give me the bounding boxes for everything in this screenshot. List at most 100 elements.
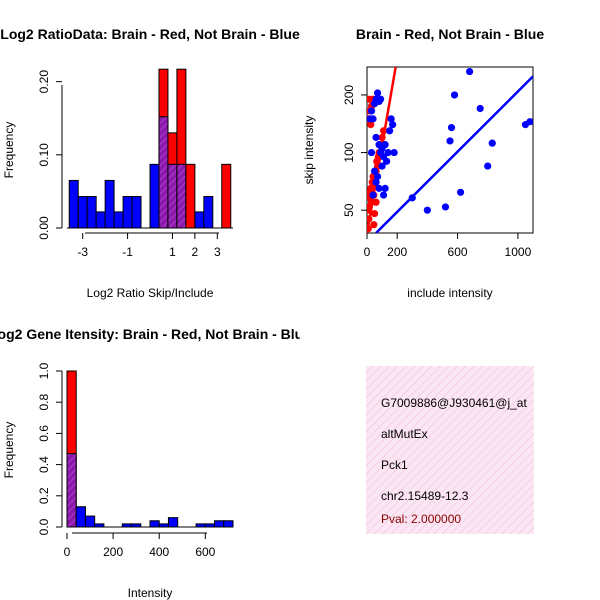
scatter-point-brain xyxy=(370,221,378,229)
gene-intensity-histogram-y-tick-label: 0.4 xyxy=(37,456,51,473)
ratio-histogram-bar xyxy=(86,196,97,229)
ratio-histogram-bar xyxy=(95,211,106,229)
scatter-point-not-brain xyxy=(369,191,377,199)
gene-intensity-histogram-overlap-bar xyxy=(66,453,77,528)
scatter-point-not-brain xyxy=(484,162,492,170)
ratio-histogram-x-tick-label: -1 xyxy=(122,245,133,259)
intensity-scatter-ylabel: skip intensity xyxy=(302,116,316,185)
gene-intensity-histogram-x-tick-label: 0 xyxy=(64,545,71,559)
scatter-point-not-brain xyxy=(476,104,484,113)
scatter-point-not-brain xyxy=(456,188,465,196)
intensity-scatter-x-tick-label: 1000 xyxy=(505,245,532,259)
gene-intensity-histogram-y-tick-label: 1.0 xyxy=(37,362,51,379)
intensity-scatter-title: Brain - Red, Not Brain - Blue xyxy=(356,26,544,42)
gene-intensity-histogram-bar xyxy=(75,506,86,528)
scatter-point-not-brain xyxy=(372,178,380,186)
scatter-point-not-brain xyxy=(375,184,383,192)
ratio-histogram-title: Log2 RatioData: Brain - Red, Not Brain -… xyxy=(0,26,300,42)
info-probe-id: G7009886@J930461@j_at xyxy=(381,396,527,410)
info-panel: G7009886@J930461@j_at altMutEx Pck1 chr2… xyxy=(366,366,534,534)
ratio-histogram-y-tick-label: 0.00 xyxy=(37,216,51,240)
gene-intensity-histogram-y-tick-label: 0.0 xyxy=(37,518,51,535)
ratio-histogram-y-tick-label: 0.20 xyxy=(37,70,51,94)
scatter-point-not-brain xyxy=(526,118,533,126)
scatter-point-not-brain xyxy=(369,115,377,123)
scatter-point-not-brain xyxy=(450,91,459,99)
gene-intensity-histogram-x-tick-label: 400 xyxy=(149,545,169,559)
info-chromosome: chr2.15489-12.3 xyxy=(381,489,469,503)
scatter-point-not-brain xyxy=(389,121,397,129)
scatter-point-not-brain xyxy=(370,167,379,175)
gene-intensity-histogram-y-tick-label: 0.8 xyxy=(37,394,51,411)
ratio-histogram-bar xyxy=(203,196,214,229)
gene-intensity-histogram-x-tick-label: 200 xyxy=(103,545,123,559)
scatter-point-not-brain xyxy=(390,148,398,157)
gene-intensity-histogram-bar xyxy=(214,520,225,528)
gene-intensity-histogram-xlabel: Intensity xyxy=(128,586,173,600)
ratio-histogram-bar xyxy=(221,163,232,229)
intensity-scatter-x-tick-label: 200 xyxy=(387,245,407,259)
ratio-histogram-bar xyxy=(77,196,88,229)
scatter-point-not-brain xyxy=(384,148,392,157)
info-event-type: altMutEx xyxy=(381,427,428,441)
scatter-point-not-brain xyxy=(380,191,388,199)
scatter-point-not-brain xyxy=(488,139,496,147)
scatter-point-not-brain xyxy=(372,133,380,142)
ratio-histogram-x-tick-label: 2 xyxy=(192,245,199,259)
scatter-point-brain xyxy=(367,95,373,103)
scatter-point-not-brain xyxy=(367,107,376,115)
scatter-point-not-brain xyxy=(367,148,376,157)
intensity-scatter-y-tick-label: 50 xyxy=(342,203,356,217)
scatter-point-not-brain xyxy=(387,115,395,123)
intensity-scatter-x-tick-label: 0 xyxy=(364,245,371,259)
gene-intensity-histogram-bar xyxy=(84,515,96,528)
ratio-histogram-bar xyxy=(149,163,160,229)
ratio-histogram-bar xyxy=(113,211,124,229)
ratio-histogram-xlabel: Log2 Ratio Skip/Include xyxy=(87,286,214,300)
gene-intensity-histogram-bar xyxy=(149,520,160,528)
intensity-scatter-panel: Brain - Red, Not Brain - Blue 0 200 600 100… xyxy=(302,26,544,300)
ratio-histogram-x-tick-label: 1 xyxy=(169,245,176,259)
intensity-scatter-xlabel: include intensity xyxy=(407,286,492,300)
ratio-histogram-bar xyxy=(68,179,79,229)
info-gene-symbol: Pck1 xyxy=(381,458,408,472)
intensity-scatter-y-tick-label: 100 xyxy=(342,142,356,162)
scatter-point-brain xyxy=(367,121,375,129)
scatter-point-not-brain xyxy=(446,137,454,145)
gene-intensity-histogram-title: Log2 Gene Itensity: Brain - Red, Not Bra… xyxy=(0,326,311,342)
ratio-histogram-overlap-bar xyxy=(158,116,169,229)
ratio-histogram-overlap-bar xyxy=(176,163,187,229)
ratio-histogram-ylabel: Frequency xyxy=(2,122,16,179)
gene-intensity-histogram-ylabel: Frequency xyxy=(2,422,16,479)
ratio-histogram-x-tick-label: -3 xyxy=(77,245,88,259)
scatter-point-not-brain xyxy=(381,184,389,192)
ratio-histogram-bar xyxy=(131,196,142,229)
ratio-histogram-panel: Log2 RatioData: Brain - Red, Not Brain -… xyxy=(0,26,300,300)
scatter-fit-line-not-brain xyxy=(375,75,533,233)
scatter-point-not-brain xyxy=(383,157,391,165)
scatter-point-not-brain xyxy=(447,124,456,132)
scatter-point-brain xyxy=(372,198,380,206)
scatter-point-not-brain xyxy=(423,206,431,214)
intensity-scatter-x-tick-label: 600 xyxy=(448,245,468,259)
gene-intensity-histogram-x-tick-label: 600 xyxy=(195,545,215,559)
scatter-point-not-brain xyxy=(373,89,382,97)
scatter-point-not-brain xyxy=(376,95,385,103)
scatter-point-not-brain xyxy=(378,162,386,170)
ratio-histogram-x-tick-label: 3 xyxy=(214,245,221,259)
scatter-point-brain xyxy=(370,209,379,218)
ratio-histogram-bar xyxy=(185,163,196,229)
scatter-point-not-brain xyxy=(466,67,474,76)
info-panel-background xyxy=(366,366,534,534)
gene-intensity-histogram-bar xyxy=(167,517,179,528)
gene-intensity-histogram-bar xyxy=(223,520,234,528)
scatter-point-not-brain xyxy=(386,127,394,135)
intensity-scatter-y-tick-label: 200 xyxy=(342,85,356,105)
scatter-point-not-brain xyxy=(381,141,389,149)
gene-intensity-histogram-y-tick-label: 0.6 xyxy=(37,425,51,442)
info-pval: Pval: 2.000000 xyxy=(381,512,461,526)
gene-intensity-histogram-y-tick-label: 0.2 xyxy=(37,487,51,504)
ratio-histogram-bar xyxy=(104,179,115,229)
ratio-histogram-overlap-bar xyxy=(167,163,178,229)
